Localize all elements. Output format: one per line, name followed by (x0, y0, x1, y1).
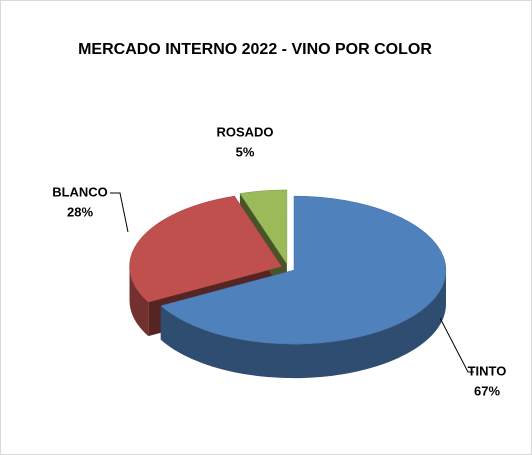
data-label-value: 67% (474, 383, 500, 398)
slice (129, 195, 282, 303)
chart-title: MERCADO INTERNO 2022 - VINO POR COLOR (78, 41, 432, 58)
pie (129, 189, 447, 379)
slice-side (129, 266, 149, 337)
leader-line (110, 192, 129, 233)
slice (160, 195, 447, 345)
data-label-value: 28% (67, 204, 93, 219)
slice (239, 189, 288, 265)
data-label-name: ROSADO (216, 124, 273, 139)
leader-line (439, 317, 474, 373)
data-label-name: BLANCO (52, 184, 108, 199)
data-label-name: TINTO (468, 363, 507, 378)
slice-side (160, 270, 447, 379)
data-label-value: 5% (236, 144, 255, 159)
